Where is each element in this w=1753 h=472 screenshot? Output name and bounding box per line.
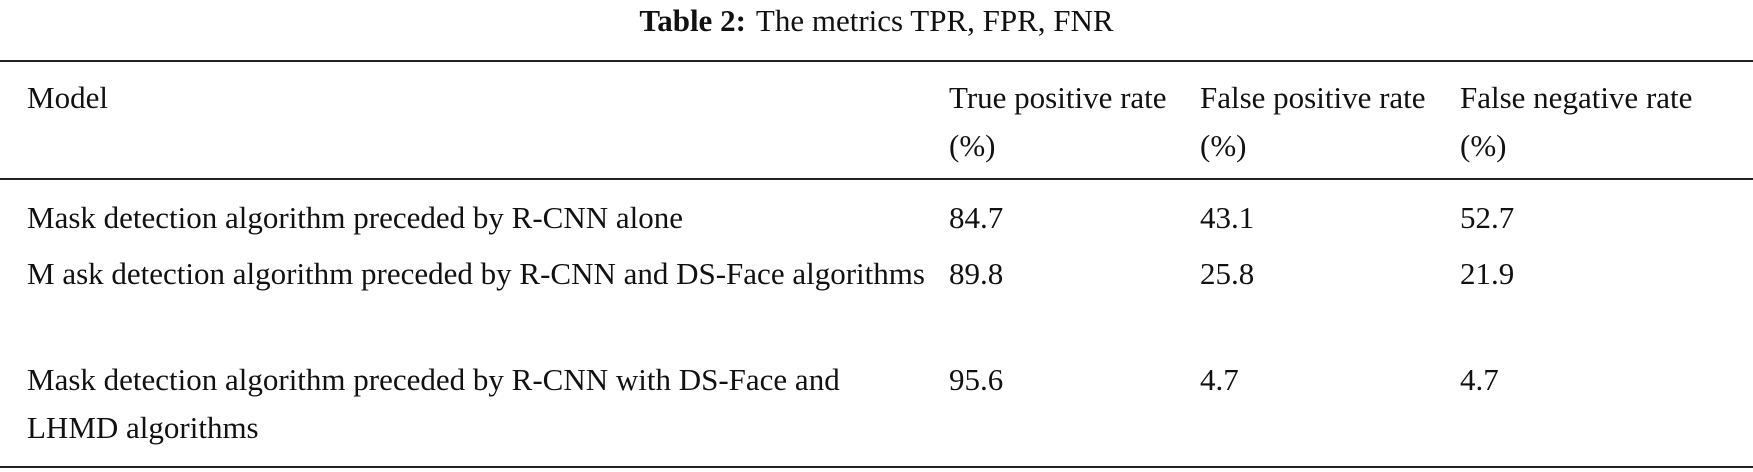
- header-cell: False positive rate (%): [1200, 80, 1426, 163]
- value-cell: 21.9: [1460, 256, 1515, 291]
- header-cell: False negative rate (%): [1460, 80, 1693, 163]
- value-cell: 95.6: [949, 362, 1004, 397]
- model-cell: Mask detection algorithm preceded by R-C…: [27, 200, 683, 235]
- caption-label: Table 2:: [639, 3, 746, 38]
- value-cell: 89.8: [949, 256, 1004, 291]
- model-cell: Mask detection algorithm preceded by R-C…: [27, 362, 840, 445]
- top-rule: [0, 60, 1753, 62]
- value-cell: 25.8: [1200, 256, 1255, 291]
- header-cell: True positive rate (%): [949, 80, 1167, 163]
- value-cell: 4.7: [1200, 362, 1239, 397]
- header-cell: Model: [27, 80, 108, 115]
- caption-text: The metrics TPR, FPR, FNR: [755, 3, 1114, 38]
- value-cell: 52.7: [1460, 200, 1515, 235]
- bottom-rule: [0, 466, 1753, 468]
- value-cell: 4.7: [1460, 362, 1499, 397]
- model-cell: M ask detection algorithm preceded by R-…: [27, 256, 925, 291]
- caption: Table 2: The metrics TPR, FPR, FNR: [0, 0, 1753, 42]
- value-cell: 84.7: [949, 200, 1004, 235]
- value-cell: 43.1: [1200, 200, 1255, 235]
- header-rule: [0, 178, 1753, 180]
